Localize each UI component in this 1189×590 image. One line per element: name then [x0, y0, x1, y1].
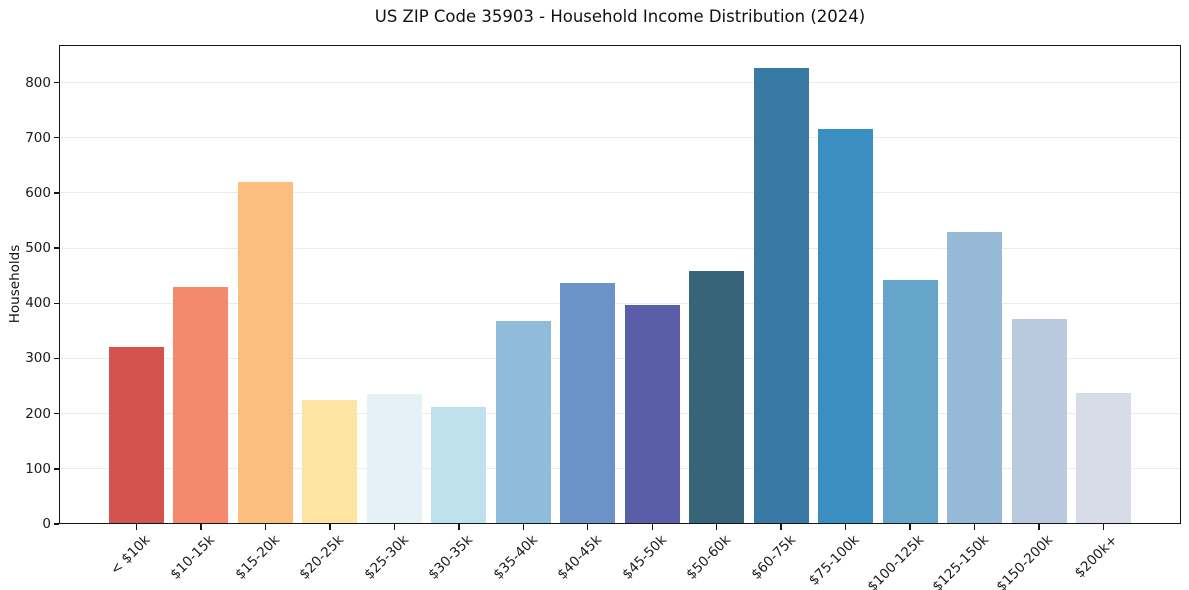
- bar: [947, 231, 1003, 524]
- x-tick-mark: [1102, 524, 1105, 530]
- bar: [237, 181, 293, 524]
- x-tick-label: $50-60k: [683, 532, 735, 583]
- chart-title: US ZIP Code 35903 - Household Income Dis…: [374, 7, 866, 26]
- y-tick-label: 500: [25, 240, 51, 257]
- y-tick-label: 200: [25, 405, 51, 422]
- gridline: [59, 192, 1181, 194]
- bar: [689, 270, 745, 524]
- bar: [560, 283, 616, 524]
- x-tick-label: $40-45k: [554, 532, 606, 583]
- x-tick-mark: [780, 524, 782, 530]
- gridline: [59, 468, 1181, 470]
- y-tick-mark: [54, 523, 59, 525]
- bar: [495, 321, 551, 524]
- gridline: [59, 137, 1181, 139]
- x-tick-mark: [393, 524, 396, 530]
- x-tick-label: $35-40k: [489, 532, 541, 583]
- x-tick-mark: [135, 524, 138, 530]
- x-tick-label: $125-150k: [929, 532, 992, 590]
- x-tick-label: $100-125k: [864, 532, 928, 590]
- bar: [1076, 393, 1131, 524]
- bar: [302, 400, 358, 524]
- x-tick-mark: [587, 524, 589, 530]
- x-tick-label: $150-200k: [993, 532, 1057, 590]
- x-tick-label: $15-20k: [232, 532, 283, 583]
- bar: [818, 128, 874, 524]
- y-tick-label: 400: [25, 295, 51, 312]
- x-tick-label: $25-30k: [361, 532, 412, 583]
- y-tick-mark: [54, 412, 59, 415]
- x-tick-mark: [909, 524, 911, 530]
- y-tick-mark: [54, 192, 59, 194]
- x-tick-label: < $10k: [107, 532, 154, 579]
- y-tick-label: 100: [25, 460, 51, 477]
- y-axis-label: Households: [7, 244, 23, 324]
- plot-area: [59, 45, 1181, 524]
- bar: [431, 407, 487, 524]
- x-tick-mark: [973, 524, 976, 530]
- x-tick-mark: [458, 524, 460, 530]
- x-tick-label: $60-75k: [747, 532, 799, 583]
- x-tick-mark: [1038, 524, 1040, 530]
- y-tick-label: 700: [25, 129, 51, 146]
- y-tick-label: 300: [25, 350, 51, 367]
- bar: [624, 305, 680, 524]
- y-tick-mark: [54, 81, 59, 84]
- x-tick-label: $45-50k: [618, 532, 670, 583]
- x-tick-mark: [522, 524, 524, 530]
- y-tick-label: 600: [25, 184, 51, 201]
- gridline: [59, 247, 1181, 249]
- bar: [753, 67, 809, 524]
- x-tick-mark: [264, 524, 267, 530]
- x-tick-label: $20-25k: [296, 532, 348, 583]
- x-tick-mark: [651, 524, 653, 530]
- gridline: [59, 82, 1181, 84]
- y-tick-mark: [54, 302, 59, 304]
- y-tick-mark: [54, 357, 59, 360]
- x-tick-mark: [716, 524, 718, 530]
- gridline: [59, 413, 1181, 415]
- bar: [366, 393, 422, 524]
- bar: [109, 347, 164, 524]
- y-tick-mark: [54, 247, 59, 249]
- x-tick-mark: [844, 524, 847, 530]
- x-tick-label: $200k+: [1071, 532, 1121, 582]
- bar: [173, 287, 229, 524]
- x-tick-label: $10-15k: [167, 532, 219, 583]
- y-tick-label: 800: [25, 74, 51, 91]
- bar: [1011, 318, 1067, 524]
- y-tick-label: 0: [42, 516, 51, 532]
- y-tick-mark: [54, 137, 59, 139]
- gridline: [59, 302, 1181, 304]
- x-tick-mark: [329, 524, 331, 530]
- x-tick-label: $75-100k: [806, 532, 863, 589]
- y-tick-mark: [54, 468, 59, 470]
- bar: [882, 280, 938, 524]
- x-tick-mark: [200, 524, 202, 530]
- x-tick-label: $30-35k: [425, 532, 477, 583]
- gridline: [59, 357, 1181, 359]
